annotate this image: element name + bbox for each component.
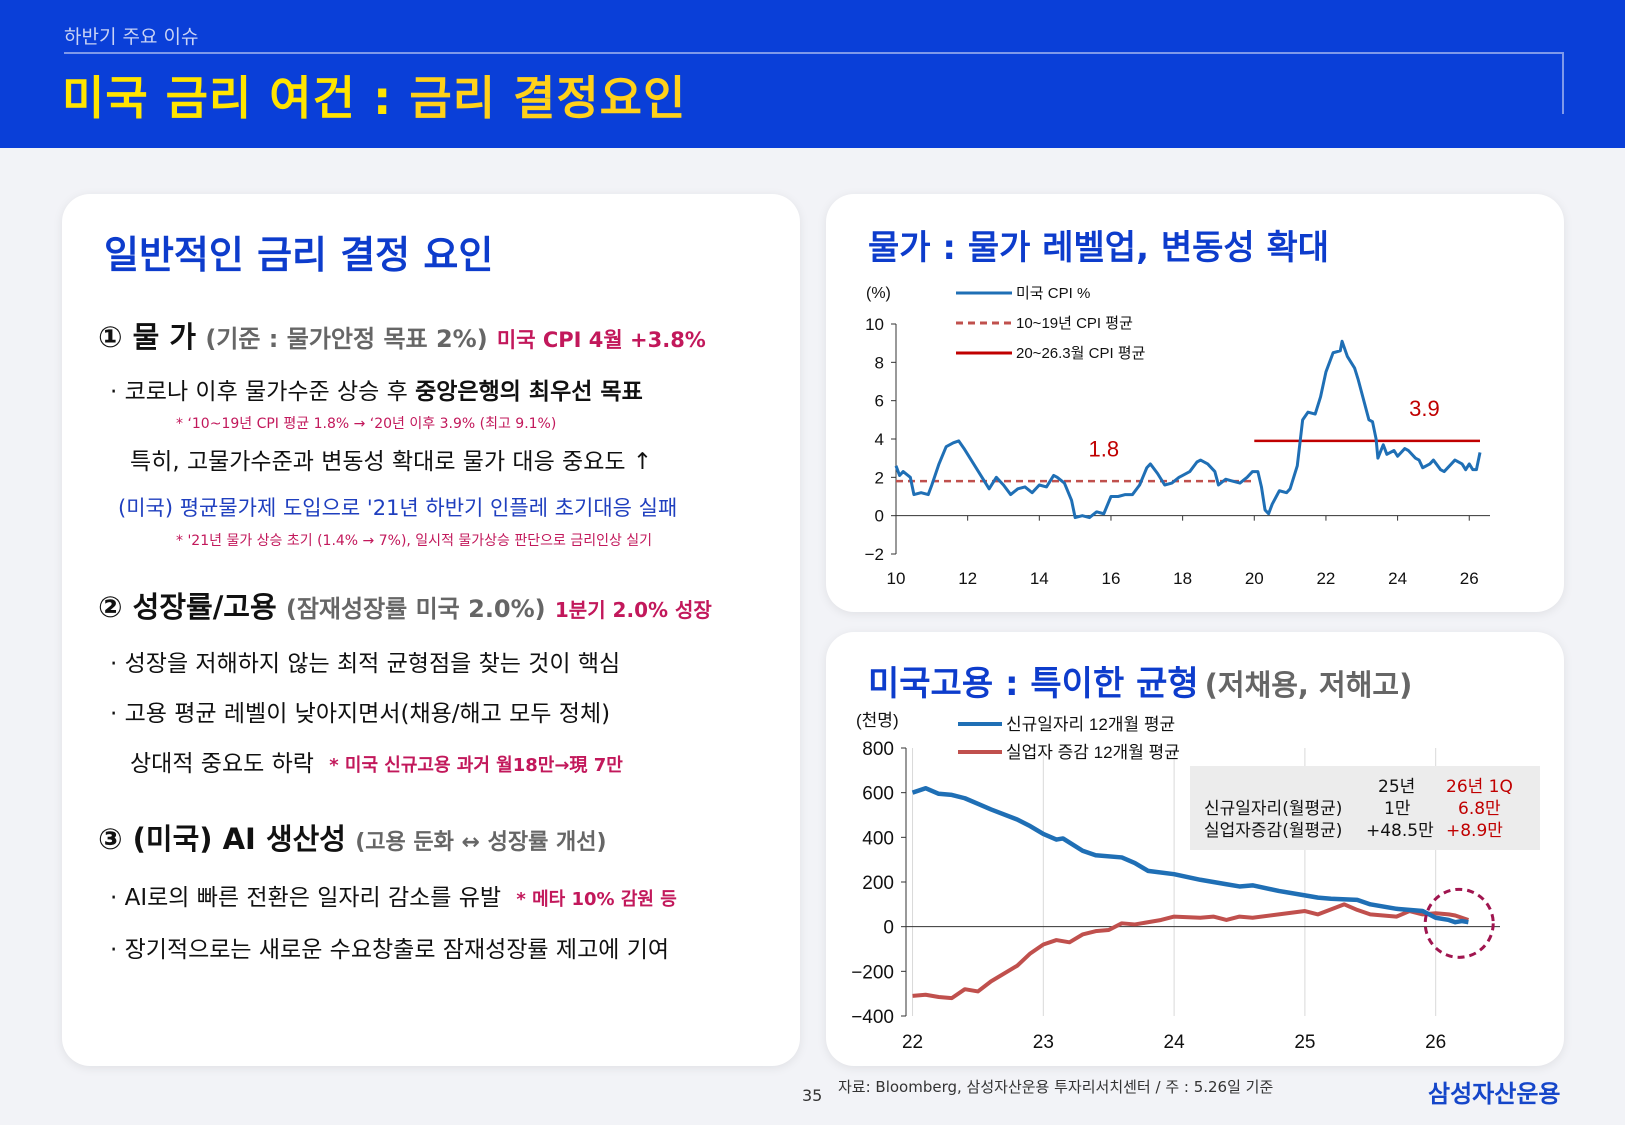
inflation-bullet-1: · 코로나 이후 물가수준 상승 후 중앙은행의 최우선 목표	[110, 372, 643, 406]
rate-factors-card: 일반적인 금리 결정 요인 ① 물 가 (기준 : 물가안정 목표 2%) 미국…	[62, 194, 800, 1066]
emp-new-jobs-line	[911, 785, 1469, 925]
cpi-y-tick-label: 4	[875, 430, 884, 449]
emp-x-tick-label: 23	[1033, 1032, 1054, 1053]
growth-bullet-3: 상대적 중요도 하락	[130, 751, 314, 777]
header-rule	[64, 52, 1564, 54]
emp-legend-label: 신규일자리 12개월 평균	[1006, 715, 1175, 734]
ai-bullet-1-line: · AI로의 빠른 전환은 일자리 감소를 유발 * 메타 10% 감원 등	[110, 878, 677, 912]
emp-x-tick-label: 22	[902, 1032, 923, 1053]
emp-y-tick-label: 800	[862, 739, 894, 760]
page-number: 35	[802, 1086, 823, 1105]
cpi-series-line	[894, 339, 1482, 520]
cpi-x-tick-label: 22	[1316, 569, 1335, 588]
inflation-note-1: * ‘10~19년 CPI 평균 1.8% → ‘20년 이후 3.9% (최고…	[176, 416, 557, 432]
table-row-unemployed-label: 실업자증감(월평균)	[1204, 821, 1343, 841]
inflation-bullet-2: 특히, 고물가수준과 변동성 확대로 물가 대응 중요도 ↑	[130, 449, 653, 475]
employment-chart: (천명) 800 600 400 200 0 −200 −400 22 23 24 25 26 신규일자리…	[851, 711, 1500, 1053]
cpi-legend-label: 미국 CPI %	[1016, 285, 1090, 302]
growth-bullet-2: · 고용 평균 레벨이 낮아지면서(채용/해고 모두 정체)	[110, 701, 611, 727]
cpi-annotation-2020s: 3.9	[1409, 396, 1440, 421]
rate-factors-title: 일반적인 금리 결정 요인	[104, 233, 494, 277]
ai-bullet-1: · AI로의 빠른 전환은 일자리 감소를 유발	[110, 885, 502, 911]
emp-y-unit: (천명)	[856, 711, 899, 730]
cpi-card: 물가 : 물가 레벨업, 변동성 확대 (%) 10 8 6 4 2 0 −2 10 12 14 16…	[826, 194, 1564, 612]
cpi-legend-label: 20~26.3월 CPI 평균	[1016, 345, 1146, 362]
growth-bullet-1: · 성장을 저해하지 않는 최적 균형점을 찾는 것이 핵심	[110, 651, 621, 677]
inflation-note-2: * '21년 물가 상승 초기 (1.4% → 7%), 일시적 물가상승 판단…	[176, 533, 653, 549]
cpi-x-tick-label: 20	[1245, 569, 1264, 588]
page-title: 미국 금리 여건 : 금리 결정요인	[62, 62, 686, 128]
table-row-new-jobs-2026: 6.8만	[1458, 799, 1501, 819]
brand-logo-text: 삼성자산운용	[1428, 1080, 1561, 1108]
section-growth-potential: (잠재성장률 미국 2.0%)	[285, 595, 546, 623]
ai-note: * 메타 10% 감원 등	[516, 889, 677, 910]
emp-legend-label: 실업자 증감 12개월 평균	[1006, 743, 1180, 762]
growth-note: * 미국 신규고용 과거 월18만→現 7만	[329, 755, 623, 776]
inflation-bullet-1-text: · 코로나 이후 물가수준 상승 후	[110, 379, 416, 405]
emp-y-tick-label: 200	[862, 873, 894, 894]
page-header: 하반기 주요 이슈 미국 금리 여건 : 금리 결정요인	[0, 0, 1625, 148]
table-row-new-jobs-label: 신규일자리(월평균)	[1204, 799, 1343, 819]
section-kicker: 하반기 주요 이슈	[64, 26, 199, 48]
employment-summary-table: 25년 26년 1Q 신규일자리(월평균) 1만 6.8만 실업자증감(월평균)…	[1190, 766, 1540, 850]
cpi-x-tick-label: 10	[887, 569, 906, 588]
section-ai-heading-line: ③ (미국) AI 생산성 (고용 둔화 ↔ 성장률 개선)	[98, 816, 607, 858]
section-growth-highlight: 1분기 2.0% 성장	[554, 598, 712, 622]
employment-card-title-line: 미국고용 : 특이한 균형 (저채용, 저해고)	[868, 656, 1412, 705]
cpi-x-tick-label: 18	[1173, 569, 1192, 588]
section-growth-heading: ② 성장률/고용	[98, 590, 277, 624]
emp-unemployed-line	[912, 902, 1470, 1001]
cpi-x-tick-label: 24	[1388, 569, 1407, 588]
emp-x-tick-label: 26	[1425, 1032, 1446, 1053]
emp-y-tick-label: −200	[851, 962, 894, 983]
cpi-card-title: 물가 : 물가 레벨업, 변동성 확대	[868, 228, 1330, 268]
cpi-y-tick-label: 6	[875, 392, 884, 411]
section-inflation-heading-line: ① 물 가 (기준 : 물가안정 목표 2%) 미국 CPI 4월 +3.8%	[98, 314, 706, 356]
cpi-x-tick-label: 16	[1102, 569, 1121, 588]
cpi-x-tick-label: 12	[958, 569, 977, 588]
section-ai-paren: (고용 둔화 ↔ 성장률 개선)	[355, 830, 607, 855]
cpi-legend-label: 10~19년 CPI 평균	[1016, 315, 1133, 332]
inflation-bullet-3: (미국) 평균물가제 도입으로 '21년 하반기 인플레 초기대응 실패	[118, 496, 678, 520]
cpi-y-tick-label: 10	[865, 315, 884, 334]
emp-x-tick-label: 24	[1164, 1032, 1186, 1053]
ai-bullet-2: · 장기적으로는 새로운 수요창출로 잠재성장률 제고에 기여	[110, 937, 670, 963]
cpi-annotation-2010s: 1.8	[1089, 436, 1120, 461]
emp-x-tick-label: 25	[1294, 1032, 1315, 1053]
cpi-y-tick-label: −2	[865, 545, 884, 564]
section-growth-heading-line: ② 성장률/고용 (잠재성장률 미국 2.0%) 1분기 2.0% 성장	[98, 584, 712, 626]
page-title-sub: 금리 결정요인	[409, 71, 687, 125]
emp-y-tick-label: 0	[883, 918, 894, 939]
growth-bullet-3-line: 상대적 중요도 하락 * 미국 신규고용 과거 월18만→現 7만	[130, 744, 623, 778]
header-rule-end	[1562, 52, 1564, 114]
section-inflation-target: (기준 : 물가안정 목표 2%)	[205, 325, 488, 353]
cpi-y-unit: (%)	[866, 285, 891, 302]
table-col-2025: 25년	[1378, 777, 1416, 797]
employment-card: 미국고용 : 특이한 균형 (저채용, 저해고) (천명) 800 600 400 200…	[826, 632, 1564, 1066]
emp-y-tick-label: 600	[862, 784, 894, 805]
employment-card-title-paren: (저채용, 저해고)	[1204, 668, 1413, 702]
table-row-unemployed-2025: +48.5만	[1366, 821, 1434, 841]
inflation-bullet-1-emphasis: 중앙은행의 최우선 목표	[415, 379, 643, 405]
table-row-new-jobs-2025: 1만	[1384, 799, 1411, 819]
page-title-main: 미국 금리 여건 :	[62, 71, 410, 125]
section-inflation-heading: ① 물 가	[98, 320, 197, 354]
cpi-y-tick-label: 8	[875, 353, 884, 372]
cpi-y-tick-label: 0	[875, 507, 884, 526]
cpi-x-tick-label: 14	[1030, 569, 1049, 588]
emp-y-tick-label: −400	[851, 1007, 894, 1028]
section-inflation-highlight: 미국 CPI 4월 +3.8%	[496, 328, 706, 352]
emp-y-tick-label: 400	[862, 828, 894, 849]
cpi-y-tick-label: 2	[875, 468, 884, 487]
cpi-x-tick-label: 26	[1460, 569, 1479, 588]
table-col-2026q1: 26년 1Q	[1446, 777, 1513, 797]
table-row-unemployed-2026: +8.9만	[1446, 821, 1503, 841]
section-ai-heading: ③ (미국) AI 생산성	[98, 822, 346, 856]
source-note: 자료: Bloomberg, 삼성자산운용 투자리서치센터 / 주 : 5.26…	[838, 1078, 1274, 1096]
employment-card-title: 미국고용 : 특이한 균형	[868, 664, 1199, 704]
